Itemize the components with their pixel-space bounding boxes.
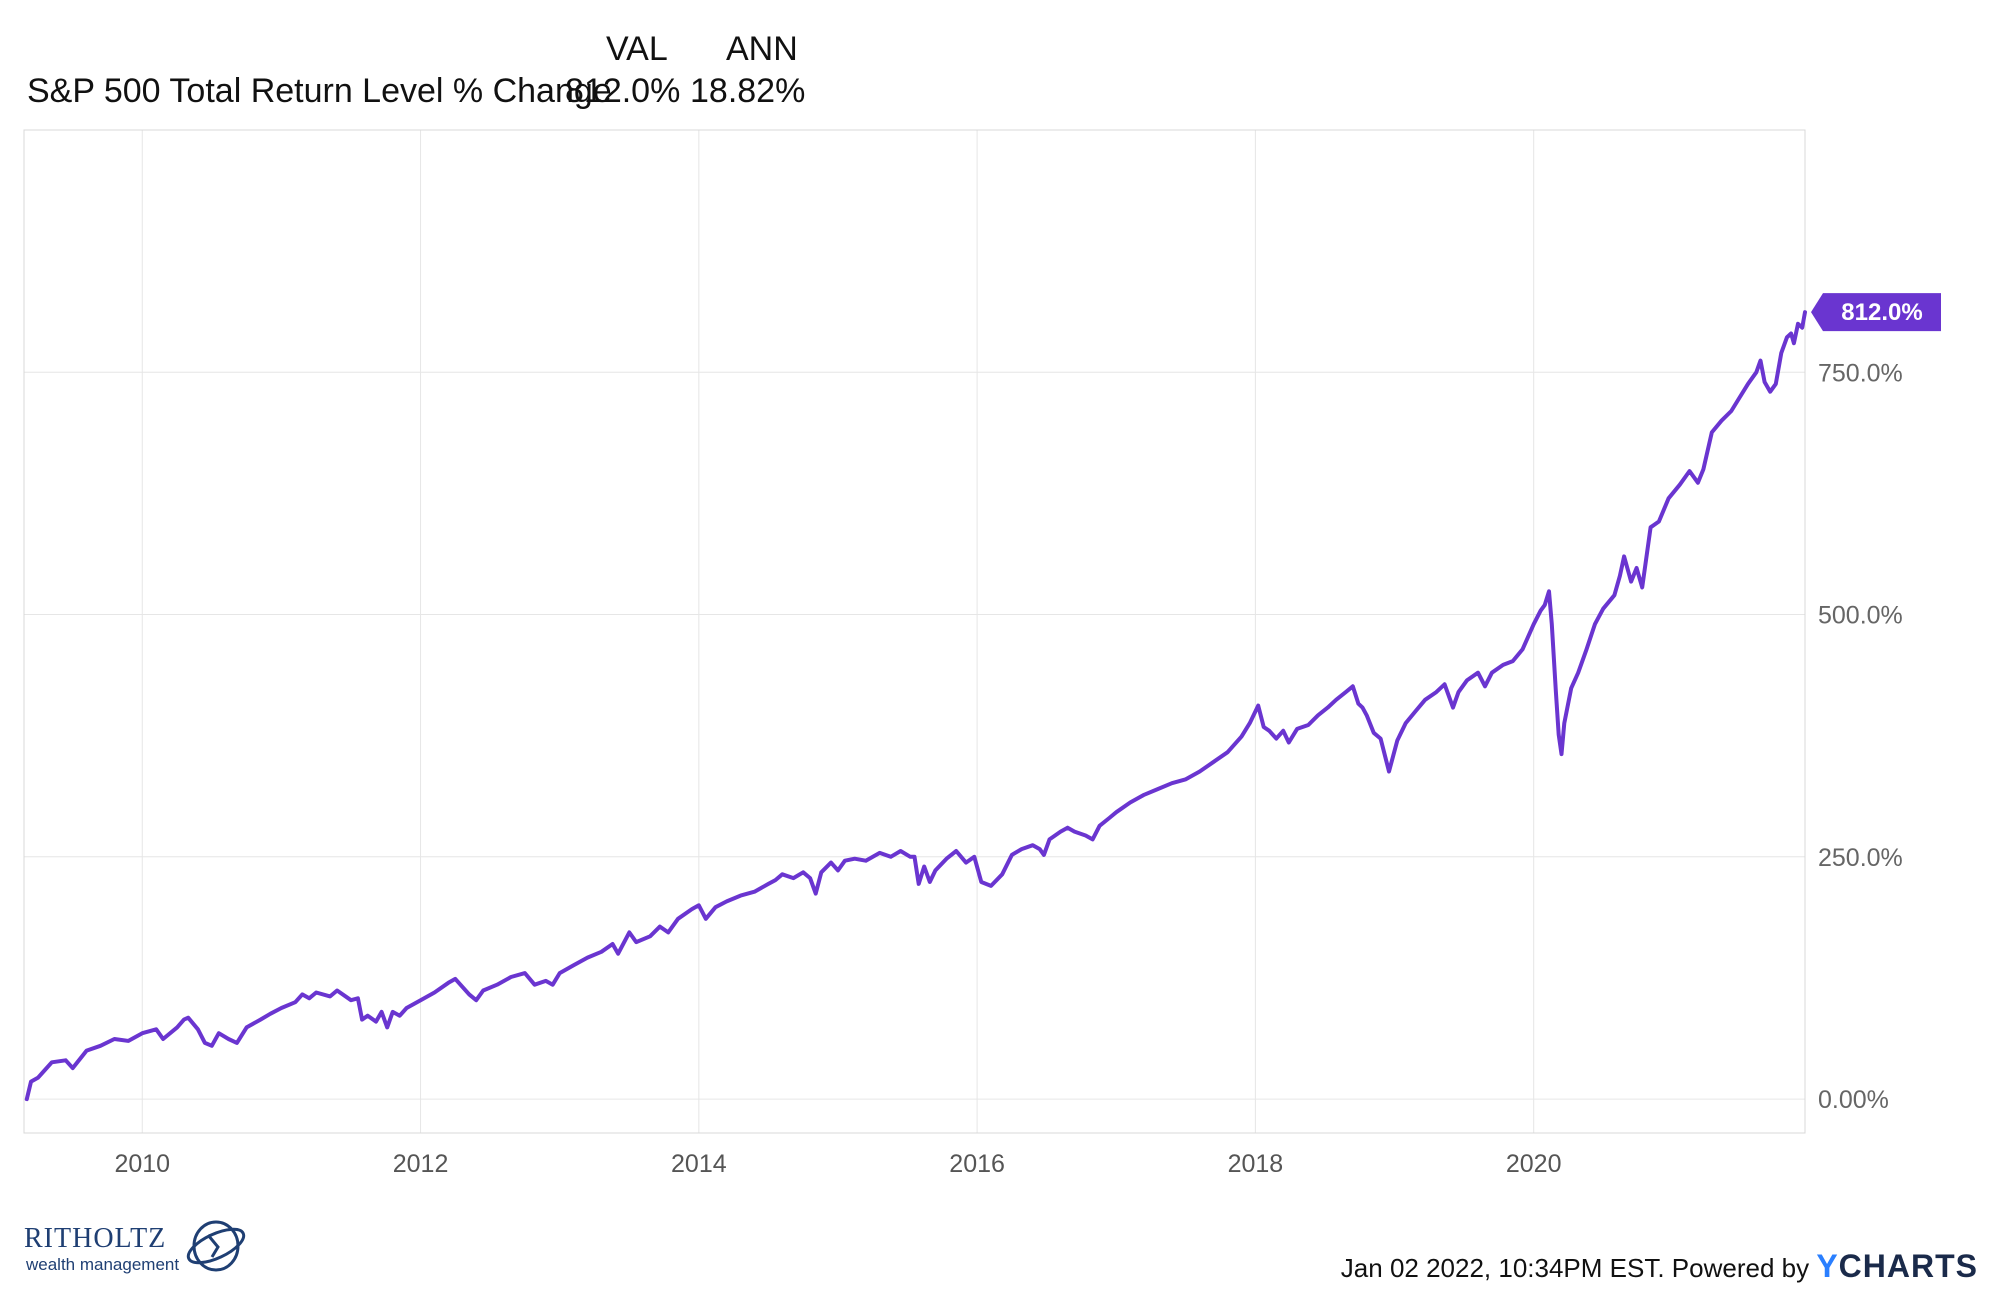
x-tick-label: 2012 [393, 1150, 449, 1178]
y-tick-label: 0.00% [1818, 1086, 1889, 1114]
chart-legend: VAL ANN S&P 500 Total Return Level % Cha… [0, 0, 820, 120]
last-value-badge-label: 812.0% [1841, 299, 1922, 326]
x-tick-label: 2010 [114, 1150, 170, 1178]
x-tick-label: 2018 [1228, 1150, 1284, 1178]
last-value-badge: 812.0% [1811, 293, 1941, 332]
series-line-sp500-total-return[interactable] [24, 310, 1807, 1102]
legend-val: 812.0% [565, 72, 681, 110]
ycharts-brand-rest: CHARTS [1838, 1248, 1978, 1284]
footer-timestamp: Jan 02 2022, 10:34PM EST. Powered by [1340, 1253, 1810, 1283]
footer-attribution: Jan 02 2022, 10:34PM EST. Powered by YCH… [1341, 1248, 1978, 1285]
legend-col-val-header: VAL [606, 30, 668, 68]
last-value-badge-shape [1811, 293, 1941, 332]
plot-frame [23, 129, 1806, 1134]
y-tick-label: 250.0% [1818, 844, 1903, 872]
y-tick-label: 500.0% [1818, 602, 1903, 630]
logo-title: RITHOLTZ [24, 1223, 167, 1254]
ritholtz-logo: RITHOLTZ wealth management [24, 1215, 254, 1275]
legend-ann: 18.82% [690, 72, 806, 110]
x-tick-label: 2016 [949, 1150, 1005, 1178]
y-tick-label: 750.0% [1818, 359, 1903, 387]
ycharts-brand[interactable]: YCHARTS [1816, 1248, 1978, 1284]
grid-lines [24, 130, 1805, 1133]
legend-col-ann-header: ANN [726, 30, 798, 68]
x-tick-label: 2020 [1506, 1150, 1562, 1178]
globe-icon [186, 1220, 246, 1272]
x-tick-label: 2014 [671, 1150, 727, 1178]
ycharts-brand-y: Y [1816, 1248, 1839, 1284]
logo-subtitle: wealth management [26, 1255, 180, 1274]
legend-series-label[interactable]: S&P 500 Total Return Level % Change [27, 72, 612, 110]
axis-ticks: 0.00% 250.0% 500.0% 750.0% 2010 2012 2014 2016 2… [114, 359, 1902, 1178]
